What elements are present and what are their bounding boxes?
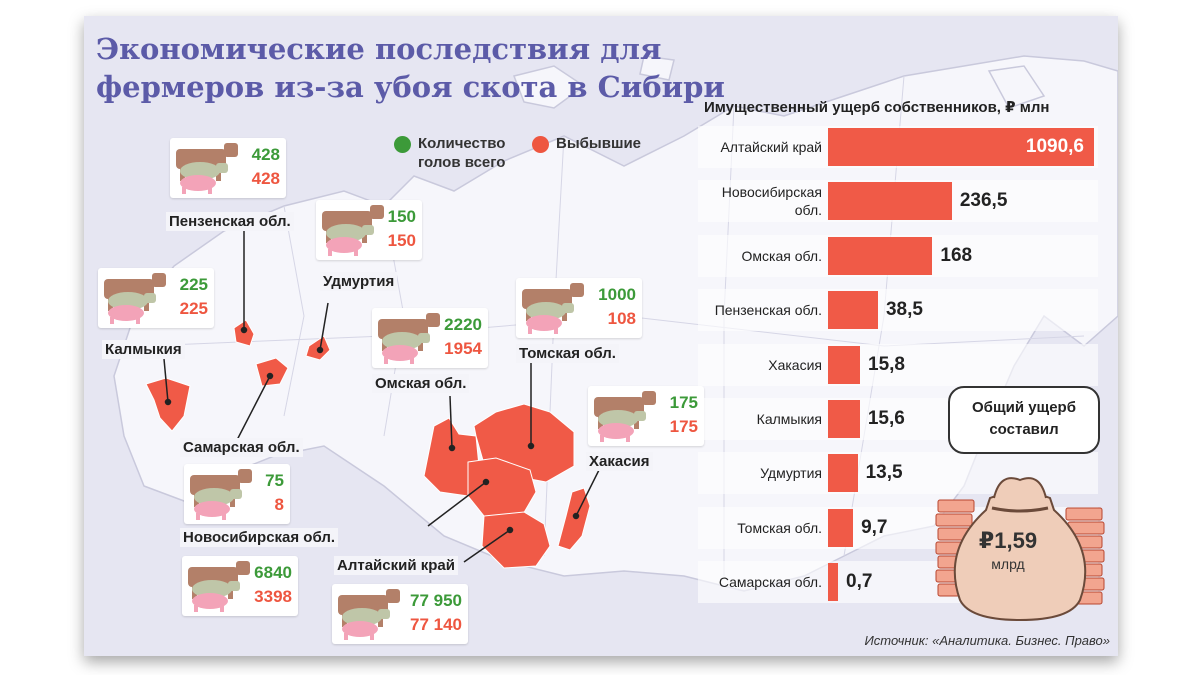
region-label: Калмыкия [102,340,185,359]
dead-heads-value: 175 [669,417,698,436]
bar-category-label: Алтайский край [720,139,822,155]
bar-category-label: Хакасия [768,356,822,373]
region-label: Омская обл. [372,374,470,393]
dead-heads-value: 8 [274,495,284,514]
region-novosibirsk [467,457,537,517]
region-card: 150 150 [316,200,422,260]
legend-dot-dead [532,136,549,153]
bag-tie [991,506,1049,513]
dead-heads-value: 225 [179,299,208,318]
total-damage-caption: Общий ущерб составил [972,399,1076,438]
total-heads-value: 225 [179,275,208,294]
bar [828,128,1094,166]
bar-value-label: 38,5 [885,299,923,321]
bar-value-label: 15,8 [868,353,905,375]
legend-dead: Выбывшие [556,135,642,152]
region-card: 77 950 77 140 [332,584,468,644]
total-heads-value: 150 [387,207,416,226]
infographic-card: Экономические последствия для фермеров и… [84,16,1118,656]
map-island [512,65,586,109]
chart-title: Имущественный ущерб собственников, ₽ млн [704,99,1050,116]
bar-row-bg [698,343,1098,386]
bar [828,182,952,221]
map-border [283,205,305,417]
total-heads-value: 1000 [598,285,636,304]
bag-top [993,477,1047,499]
livestock-icon [188,561,250,612]
region-card: 2220 1954 [372,308,488,368]
livestock-icon [190,469,252,520]
region-label: Самарская обл. [180,438,303,457]
bar-category-label: Новосибирская обл. [721,184,822,219]
dead-heads-value: 3398 [254,587,292,606]
region-label: Удмуртия [320,272,398,291]
bar-category-label: Калмыкия [756,411,822,427]
total-heads-value: 75 [265,471,284,490]
page-title: Экономические последствия для фермеров и… [96,32,725,104]
bar [828,400,860,438]
bar [828,291,878,330]
region-samara [255,357,289,387]
source-note: Источник: «Аналитика. Бизнес. Право» [864,633,1111,648]
dead-heads-value: 428 [251,169,280,188]
region-altai [481,511,551,569]
total-heads-value: 428 [251,145,280,164]
livestock-icon [322,205,384,256]
region-card: 428 428 [170,138,286,198]
region-card: 75 8 [184,464,290,524]
livestock-icon [104,273,166,324]
legend-total: Количество голов всего [418,135,506,171]
dead-heads-value: 1954 [444,339,482,358]
region-label: Хакасия [586,452,653,471]
total-heads-value: 6840 [254,563,292,582]
region-label: Томская обл. [516,344,619,363]
total-heads-value: 77 950 [410,591,462,610]
region-label: Пензенская обл. [166,212,294,231]
total-heads-value: 175 [669,393,698,412]
livestock-icon [176,143,238,194]
legend-dot-total [394,136,411,153]
bar-category-label: Удмуртия [760,465,822,482]
bar [828,563,838,602]
bar-value-label: 1090,6 [1025,136,1084,157]
bar-category-label: Омская обл. [741,247,822,264]
total-heads-value: 2220 [444,315,482,334]
map-island [639,55,675,81]
total-damage-unit: млрд [991,556,1025,572]
bar-value-label: 9,7 [861,516,888,538]
livestock-icon [522,283,584,334]
bar-value-label: 13,5 [865,462,903,484]
bar-value-label: 0,7 [846,571,873,593]
dead-heads-value: 150 [387,231,416,250]
bar [828,454,858,493]
region-label: Новосибирская обл. [180,528,339,547]
livestock-icon [378,313,440,364]
livestock-icon [594,391,656,442]
map-island [987,65,1046,109]
bar-value-label: 168 [940,244,973,266]
bar-value-label: 236,5 [959,190,1008,212]
bar-row-bg [698,289,1098,332]
total-damage-amount: ₽1,59 [978,528,1038,553]
region-label: Алтайский край [334,556,458,575]
total-damage-bubble: Общий ущерб составил [948,386,1100,454]
dead-heads-value: 77 140 [410,615,462,634]
bar-category-label: Пензенская обл. [714,302,822,319]
region-card: 175 175 [588,386,704,446]
bar-value-label: 15,6 [867,408,905,429]
region-card: 225 225 [98,268,214,328]
bar-category-label: Томская обл. [737,519,822,536]
bar [828,345,861,384]
region-card: 6840 3398 [182,556,298,616]
bar [828,508,854,547]
bag-body [953,491,1087,622]
money-bag-icon [935,477,1105,622]
bar [828,236,933,275]
dead-heads-value: 108 [607,309,636,328]
livestock-icon [338,589,400,640]
bar-category-label: Самарская обл. [718,574,822,591]
region-card: 1000 108 [516,278,642,338]
